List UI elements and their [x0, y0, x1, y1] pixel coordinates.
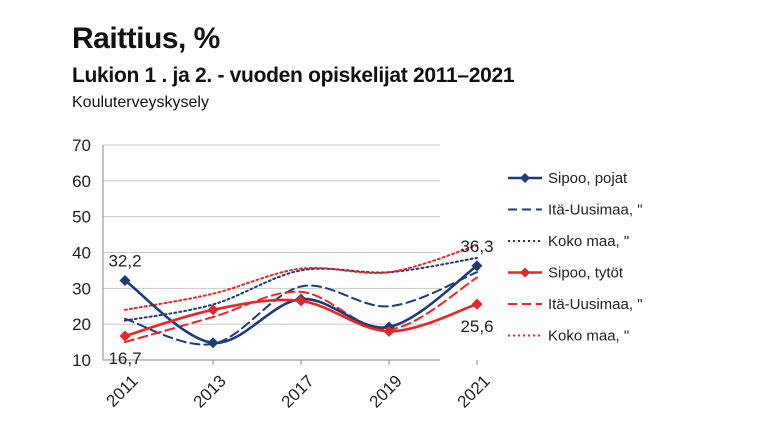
- data-label-2: 36,3: [460, 237, 493, 256]
- legend-label-1: Itä-Uusimaa, ": [548, 202, 643, 219]
- legend-marker-3: [520, 267, 530, 278]
- x-tick-label-2021: 2021: [454, 371, 494, 411]
- series-3-point-2013: [207, 304, 219, 316]
- y-tick-label-30: 30: [72, 279, 91, 298]
- chart-subtitle: Lukion 1 . ja 2. - vuoden opiskelijat 20…: [72, 64, 515, 87]
- series-line-2: [124, 256, 478, 322]
- y-tick-label-60: 60: [72, 172, 91, 191]
- data-label-1: 16,7: [108, 349, 141, 368]
- legend-marker-0: [520, 173, 530, 183]
- y-tick-label-40: 40: [72, 244, 91, 263]
- series-3-point-2017: [295, 295, 307, 307]
- series-markers: [119, 260, 483, 349]
- series-3-point-2019: [383, 325, 395, 337]
- series-0-point-2011: [119, 274, 131, 286]
- data-label-3: 25,6: [460, 317, 493, 336]
- series-line-4: [124, 276, 478, 344]
- legend-label-0: Sipoo, pojat: [548, 170, 628, 187]
- legend: Sipoo, pojat Itä-Uusimaa, " Koko maa, " Sip…: [508, 170, 643, 345]
- x-tick-label-2011: 2011: [103, 371, 142, 410]
- legend-label-4: Itä-Uusimaa, ": [548, 296, 643, 313]
- legend-label-2: Koko maa, ": [548, 233, 629, 250]
- axes: 10 20 30 40 50 60 70 2011 2013 2017 2019 2021: [72, 136, 494, 412]
- x-tick-label-2013: 2013: [190, 371, 230, 411]
- x-tick-label-2017: 2017: [278, 371, 318, 411]
- y-tick-label-10: 10: [72, 351, 91, 370]
- legend-label-3: Sipoo, tytöt: [548, 265, 624, 282]
- data-label-0: 32,2: [108, 251, 141, 270]
- series-0-point-2013: [207, 337, 219, 349]
- legend-label-5: Koko maa, ": [548, 328, 629, 345]
- y-tick-label-70: 70: [72, 136, 91, 155]
- series-3-point-2021: [471, 298, 483, 310]
- y-tick-label-50: 50: [72, 208, 91, 227]
- series-3-point-2011: [119, 330, 131, 342]
- series-line-1: [124, 271, 478, 346]
- series-line-5: [124, 244, 478, 311]
- x-tick-label-2019: 2019: [366, 371, 406, 411]
- grid-lines: [103, 144, 440, 361]
- chart-title: Raittius, %: [72, 22, 220, 55]
- y-tick-label-20: 20: [72, 315, 91, 334]
- data-labels: 32,2 16,7 36,3 25,6: [108, 237, 493, 368]
- series-0-point-2021: [471, 260, 483, 272]
- chart-source: Kouluterveyskysely: [72, 94, 209, 111]
